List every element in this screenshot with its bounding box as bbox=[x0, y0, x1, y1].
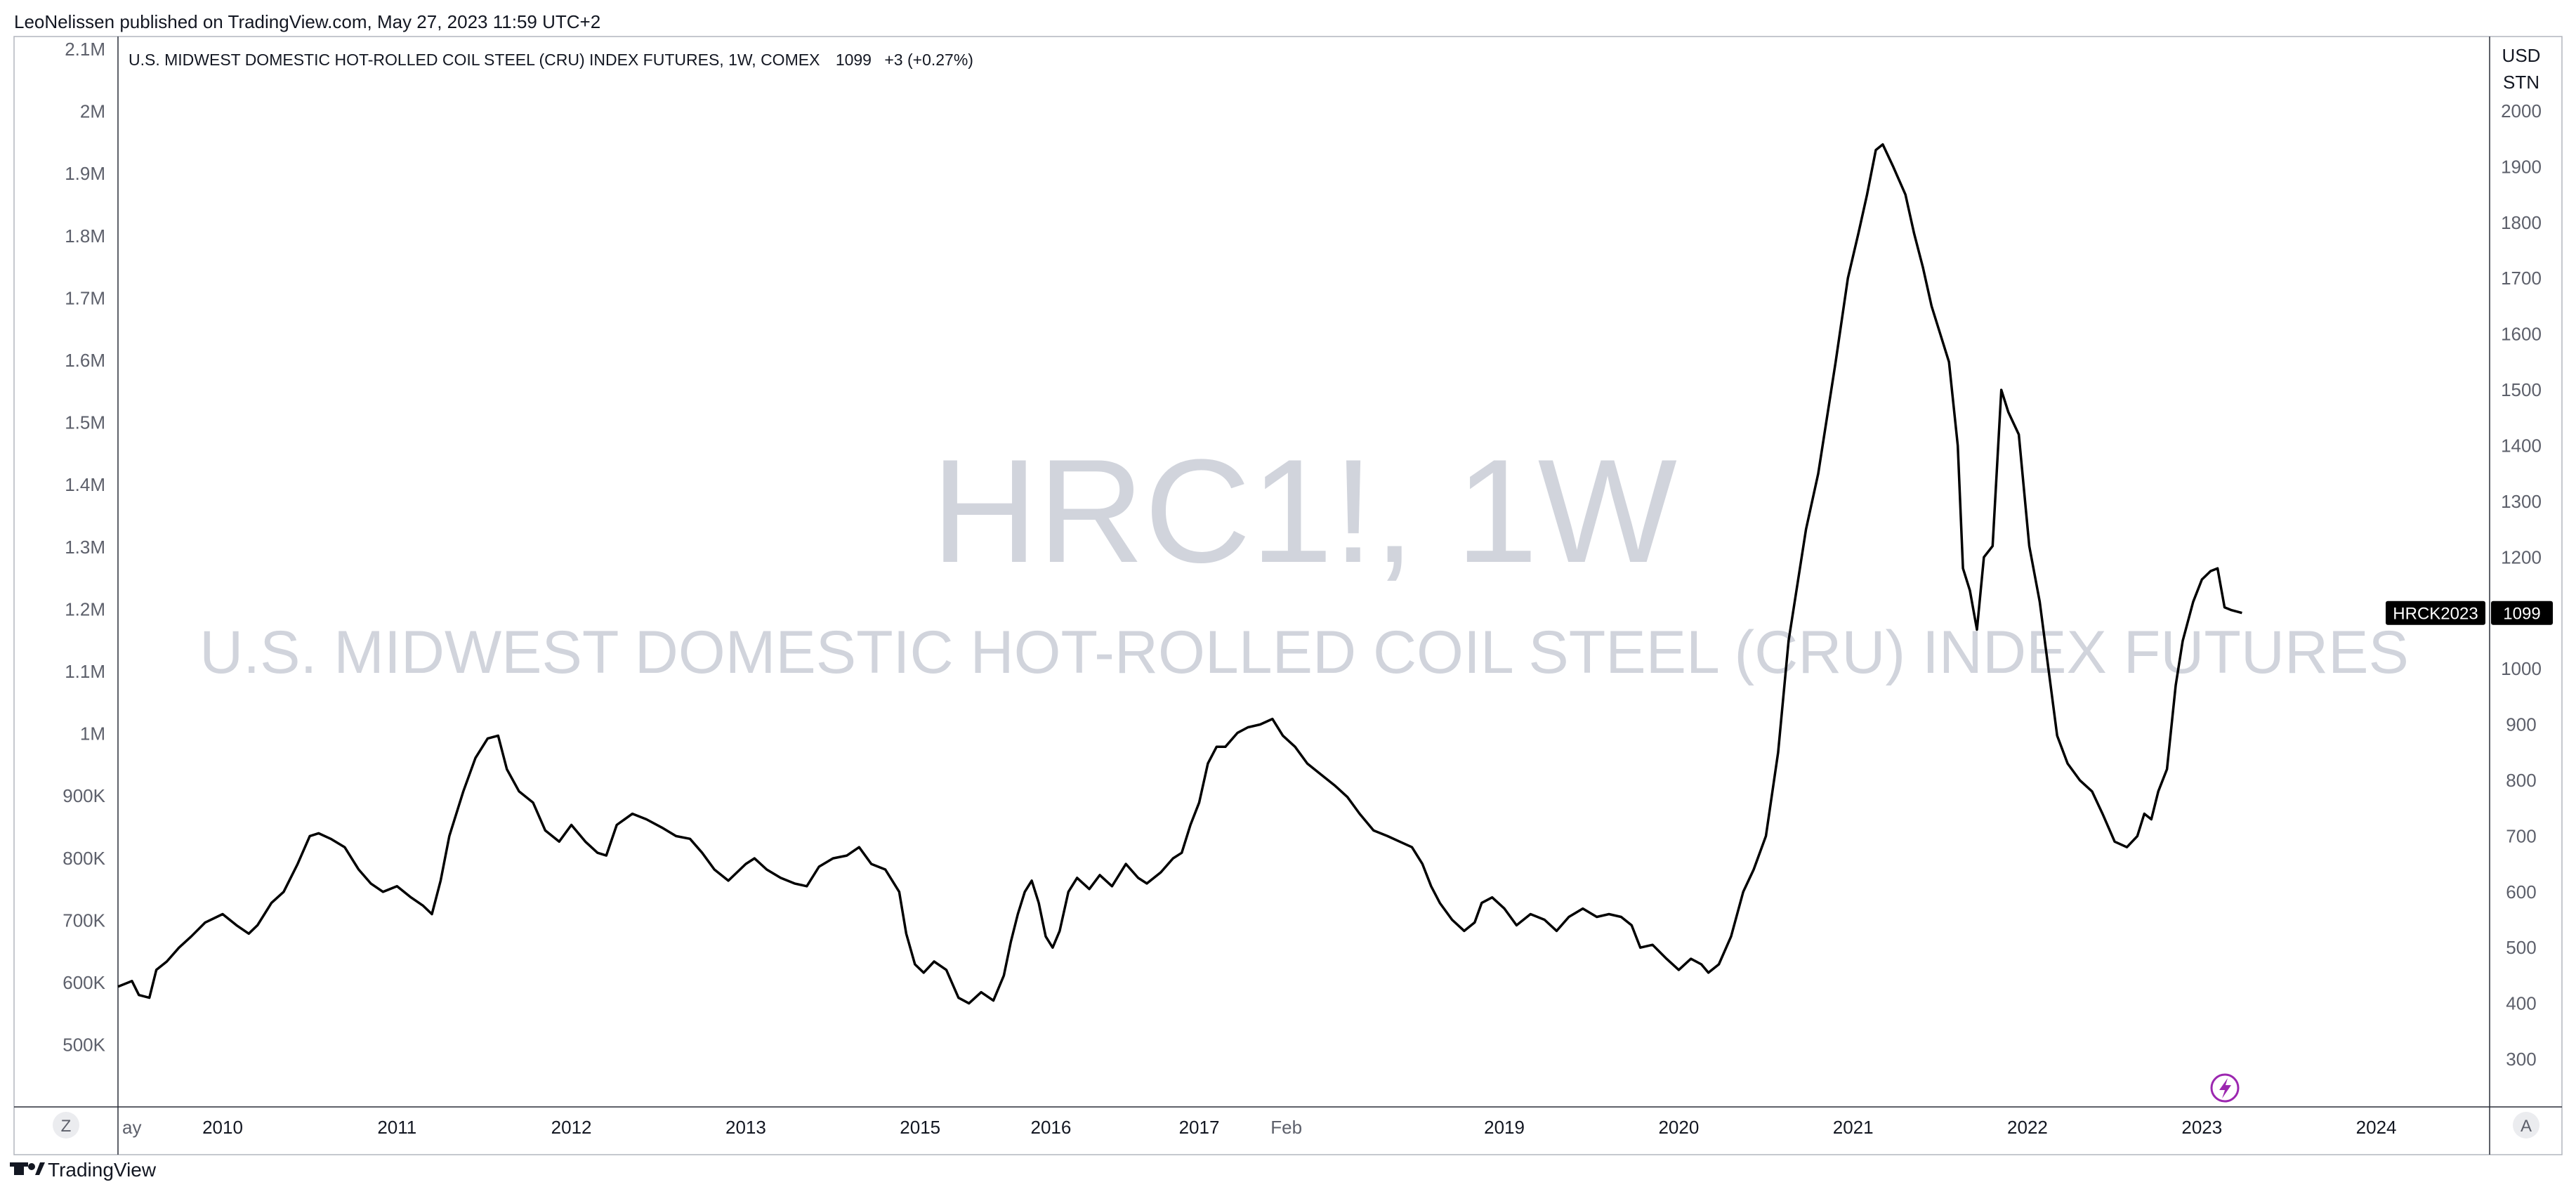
right-button-label: A bbox=[2521, 1117, 2532, 1136]
price-tick-label: 700 bbox=[2506, 825, 2536, 846]
price-tick-label: 600 bbox=[2506, 881, 2536, 903]
publisher-line: LeoNelissen published on TradingView.com… bbox=[14, 11, 600, 32]
left-tick-label: 700K bbox=[63, 910, 105, 931]
watermark-symbol: HRC1!, 1W bbox=[931, 428, 1677, 593]
price-tick-label: 1500 bbox=[2501, 379, 2542, 400]
time-tick-label: Feb bbox=[1270, 1117, 1302, 1138]
left-tick-label: 1.6M bbox=[65, 350, 105, 371]
time-tick-label: 2022 bbox=[2007, 1117, 2048, 1138]
left-tick-label: 1.7M bbox=[65, 287, 105, 308]
time-tick-label: 2023 bbox=[2181, 1117, 2222, 1138]
price-tick-label: 1600 bbox=[2501, 324, 2542, 345]
price-tick-label: 1700 bbox=[2501, 268, 2542, 289]
time-tick-label: 2024 bbox=[2356, 1117, 2397, 1138]
left-tick-label: 1.3M bbox=[65, 537, 105, 558]
price-tick-label: 2000 bbox=[2501, 100, 2542, 122]
left-tick-label: 1.5M bbox=[65, 412, 105, 433]
series-group bbox=[117, 143, 2242, 1005]
time-tick-label: 2021 bbox=[1833, 1117, 1874, 1138]
lightning-icon[interactable] bbox=[2210, 1073, 2240, 1103]
left-tick-label: 600K bbox=[63, 972, 105, 993]
price-tick-label: 500 bbox=[2506, 937, 2536, 958]
left-tick-label: 2M bbox=[80, 101, 105, 122]
left-tick-label: 1M bbox=[80, 723, 105, 744]
price-tick-label: 1300 bbox=[2501, 491, 2542, 512]
left-button-label: Z bbox=[61, 1117, 72, 1136]
last-price-tag: 1099 bbox=[2491, 601, 2553, 625]
auto-scale-left-button[interactable]: Z bbox=[53, 1112, 79, 1139]
price-tick-label: 1000 bbox=[2501, 658, 2542, 679]
time-tick-label: ay bbox=[122, 1117, 141, 1138]
left-scale: 2.1M 2M 1.9M 1.8M 1.7M 1.6M 1.5M 1.4M 1.3M 1.2M 1.… bbox=[63, 39, 105, 1056]
time-tick-label: 2016 bbox=[1031, 1117, 1072, 1138]
price-tick-label: 300 bbox=[2506, 1049, 2536, 1070]
left-tick-label: 1.8M bbox=[65, 225, 105, 247]
left-tick-label: 1.1M bbox=[65, 661, 105, 682]
symbol-tag-bg bbox=[2386, 601, 2485, 625]
price-tick-label: 1400 bbox=[2501, 435, 2542, 456]
price-scale-unit: STN bbox=[2503, 72, 2539, 93]
left-tick-label: 500K bbox=[63, 1035, 105, 1056]
last-price-tag-bg bbox=[2491, 601, 2553, 625]
symbol-tag: HRCK2023 bbox=[2386, 601, 2485, 625]
legend-last-value: 1099 bbox=[836, 51, 872, 69]
tradingview-logo-icon bbox=[10, 1162, 45, 1175]
symbol-tag-text: HRCK2023 bbox=[2393, 605, 2478, 624]
left-tick-label: 1.4M bbox=[65, 474, 105, 495]
last-price-tag-text: 1099 bbox=[2503, 605, 2540, 624]
legend-title: U.S. MIDWEST DOMESTIC HOT-ROLLED COIL ST… bbox=[129, 51, 820, 69]
time-tick-label: 2017 bbox=[1179, 1117, 1220, 1138]
price-line-series bbox=[117, 143, 2242, 1005]
legend-change: +3 (+0.27%) bbox=[884, 51, 973, 69]
time-tick-label: 2019 bbox=[1484, 1117, 1525, 1138]
time-tick-label: 2020 bbox=[1658, 1117, 1699, 1138]
price-scale-currency: USD bbox=[2502, 45, 2541, 66]
footer-brand: TradingView bbox=[48, 1159, 157, 1181]
price-tick-label: 900 bbox=[2506, 714, 2536, 735]
price-tick-label: 400 bbox=[2506, 993, 2536, 1014]
time-tick-label: 2011 bbox=[377, 1117, 416, 1138]
time-tick-label: 2012 bbox=[551, 1117, 592, 1138]
auto-scale-right-button[interactable]: A bbox=[2513, 1112, 2539, 1139]
price-tick-label: 1900 bbox=[2501, 156, 2542, 177]
left-tick-label: 800K bbox=[63, 848, 105, 869]
left-tick-label: 900K bbox=[63, 785, 105, 806]
left-tick-label: 1.9M bbox=[65, 163, 105, 184]
price-tick-label: 800 bbox=[2506, 770, 2536, 791]
legend: U.S. MIDWEST DOMESTIC HOT-ROLLED COIL ST… bbox=[129, 51, 973, 69]
plot-frame bbox=[13, 36, 2563, 1155]
left-tick-label: 2.1M bbox=[65, 39, 105, 60]
left-tick-label: 1.2M bbox=[65, 598, 105, 619]
price-tick-label: 1200 bbox=[2501, 546, 2542, 568]
time-tick-label: 2015 bbox=[900, 1117, 940, 1138]
time-scale[interactable]: ay 2010 2011 2012 2013 2015 2016 2017 Feb 2019 202… bbox=[122, 1117, 2397, 1138]
time-tick-label: 2013 bbox=[725, 1117, 766, 1138]
watermark-description: U.S. MIDWEST DOMESTIC HOT-ROLLED COIL ST… bbox=[199, 619, 2409, 686]
time-tick-label: 2010 bbox=[202, 1117, 243, 1138]
price-scale[interactable]: 2000190018001700160015001400130012001100… bbox=[2501, 100, 2542, 1070]
price-tick-label: 1800 bbox=[2501, 212, 2542, 233]
